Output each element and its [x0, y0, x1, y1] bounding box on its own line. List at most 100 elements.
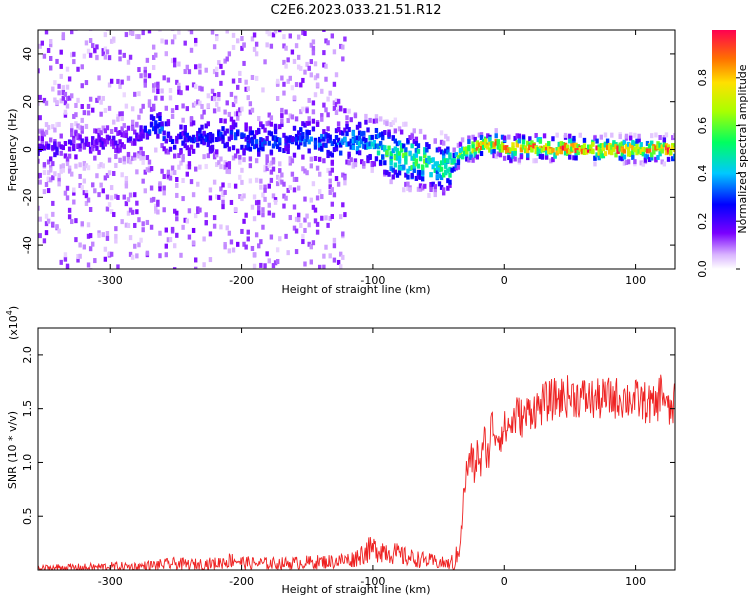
- heatmap-cell: [46, 218, 51, 224]
- heatmap-cell: [481, 144, 486, 150]
- heatmap-cell: [172, 267, 177, 269]
- heatmap-cell: [267, 120, 271, 126]
- heatmap-cell: [273, 260, 278, 266]
- heatmap-cell: [175, 232, 179, 238]
- heatmap-cell: [191, 120, 196, 126]
- heatmap-cell: [280, 172, 284, 178]
- heatmap-cell: [254, 139, 259, 145]
- heatmap-cell: [141, 151, 145, 157]
- heatmap-cell: [252, 46, 257, 52]
- heatmap-cell: [526, 148, 530, 154]
- heatmap-cell: [280, 179, 284, 185]
- heatmap-cell: [368, 117, 372, 123]
- heatmap-cell: [223, 58, 227, 64]
- heatmap-cell: [530, 147, 534, 153]
- heatmap-cell: [389, 160, 393, 166]
- heatmap-cell: [339, 142, 343, 148]
- heatmap-cell: [324, 63, 328, 69]
- heatmap-cell: [261, 141, 265, 147]
- heatmap-cell: [263, 184, 267, 190]
- heatmap-cell: [288, 113, 292, 119]
- heatmap-cell: [212, 108, 217, 114]
- heatmap-cell: [244, 244, 248, 250]
- heatmap-cell: [662, 137, 667, 143]
- heatmap-cell: [660, 144, 664, 150]
- heatmap-cell: [107, 170, 112, 176]
- spectrogram-xtick-label: 0: [501, 274, 508, 287]
- heatmap-cell: [292, 152, 297, 158]
- heatmap-cell: [109, 208, 114, 214]
- heatmap-cell: [494, 153, 498, 159]
- heatmap-cell: [433, 184, 437, 190]
- heatmap-cell: [673, 153, 675, 159]
- heatmap-cell: [158, 128, 162, 134]
- heatmap-cell: [328, 134, 332, 140]
- heatmap-cell: [78, 162, 82, 168]
- heatmap-cell: [374, 156, 379, 162]
- heatmap-cell: [128, 235, 133, 241]
- heatmap-cell: [305, 129, 309, 135]
- heatmap-cell: [175, 210, 179, 216]
- heatmap-cell: [103, 256, 108, 262]
- heatmap-cell: [181, 140, 185, 146]
- heatmap-cell: [341, 44, 345, 50]
- heatmap-cell: [273, 141, 278, 147]
- heatmap-cell: [271, 143, 276, 149]
- heatmap-cell: [620, 151, 625, 157]
- heatmap-cell: [187, 234, 192, 240]
- heatmap-cell: [254, 158, 259, 164]
- heatmap-cell: [282, 181, 286, 187]
- heatmap-cell: [172, 34, 177, 40]
- heatmap-cell: [236, 131, 240, 137]
- heatmap-cell: [320, 133, 324, 139]
- heatmap-cell: [80, 83, 84, 89]
- heatmap-cell: [324, 215, 328, 221]
- heatmap-cell: [294, 133, 299, 139]
- heatmap-cell: [116, 147, 120, 153]
- heatmap-cell: [82, 160, 87, 166]
- heatmap-cell: [166, 149, 171, 155]
- heatmap-cell: [103, 107, 108, 113]
- heatmap-cell: [114, 193, 118, 199]
- heatmap-cell: [278, 161, 282, 167]
- heatmap-cell: [149, 185, 154, 191]
- heatmap-cell: [582, 143, 587, 149]
- heatmap-cell: [624, 159, 629, 165]
- heatmap-cell: [460, 154, 465, 160]
- heatmap-cell: [84, 163, 89, 169]
- heatmap-cell: [231, 119, 236, 125]
- heatmap-cell: [231, 44, 236, 50]
- heatmap-cell: [345, 115, 349, 121]
- heatmap-cell: [147, 167, 152, 173]
- heatmap-cell: [265, 30, 269, 35]
- heatmap-cell: [200, 124, 204, 130]
- heatmap-cell: [414, 158, 419, 164]
- heatmap-cell: [95, 128, 99, 134]
- heatmap-cell: [233, 98, 238, 104]
- heatmap-cell: [645, 154, 650, 160]
- heatmap-cell: [402, 121, 406, 127]
- heatmap-cell: [393, 128, 398, 134]
- heatmap-cell: [67, 214, 72, 220]
- heatmap-cell: [53, 152, 57, 158]
- heatmap-cell: [355, 140, 360, 146]
- heatmap-cell: [351, 138, 356, 144]
- heatmap-cell: [103, 32, 108, 38]
- heatmap-cell: [221, 138, 225, 144]
- heatmap-cell: [215, 149, 219, 155]
- heatmap-cell: [391, 174, 395, 180]
- heatmap-cell: [95, 173, 99, 179]
- heatmap-cell: [191, 138, 196, 144]
- heatmap-cell: [273, 199, 278, 205]
- heatmap-cell: [288, 160, 292, 166]
- heatmap-cell: [267, 140, 271, 146]
- heatmap-cell: [568, 133, 572, 139]
- heatmap-cell: [72, 59, 76, 65]
- heatmap-cell: [105, 231, 110, 237]
- heatmap-cell: [112, 170, 116, 176]
- heatmap-cell: [406, 174, 410, 180]
- heatmap-cell: [500, 142, 505, 148]
- heatmap-cell: [381, 131, 385, 137]
- heatmap-cell: [57, 142, 61, 148]
- heatmap-cell: [198, 133, 202, 139]
